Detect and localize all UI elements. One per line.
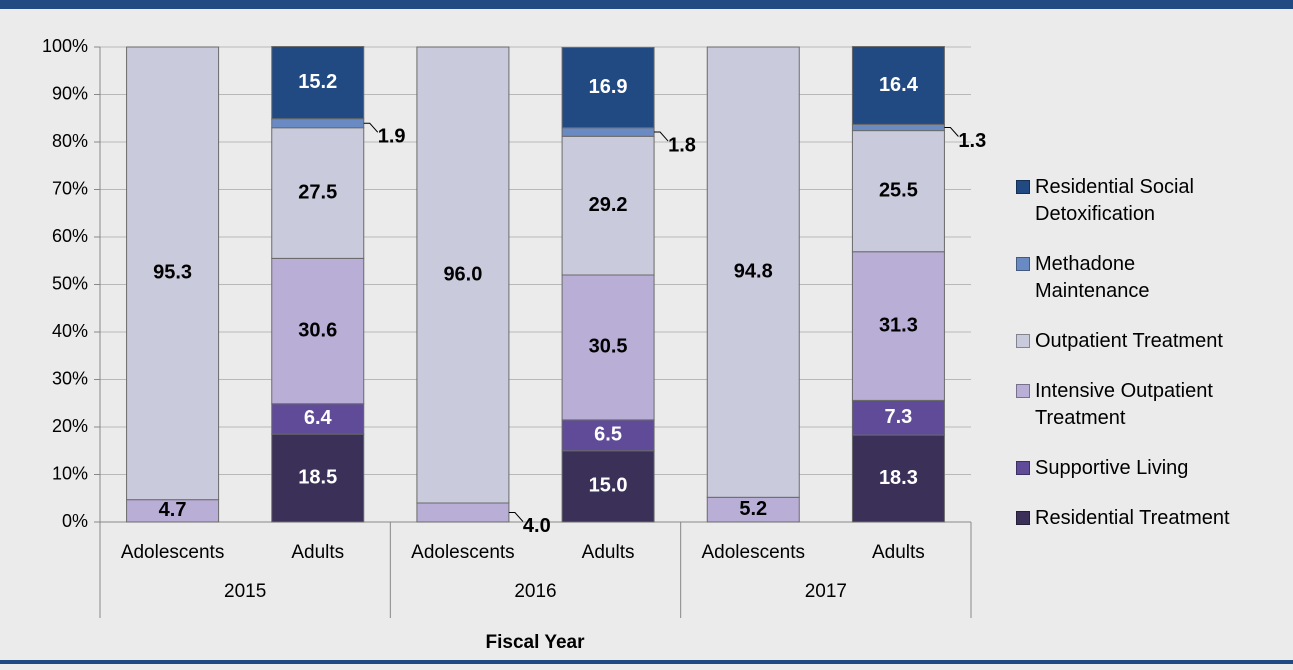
data-label: 30.6 (298, 319, 337, 341)
leader-line (944, 127, 959, 137)
y-tick-label: 10% (52, 463, 88, 483)
leader-line (363, 122, 379, 133)
data-label: 95.3 (153, 262, 192, 284)
legend-swatch (1016, 334, 1030, 348)
group-label: 2015 (224, 581, 266, 602)
bar-segment (126, 46, 220, 501)
x-tick-label: Adolescents (411, 542, 515, 563)
top-band (0, 0, 1293, 9)
bar-segment (706, 46, 800, 498)
x-tick-label: Adolescents (701, 542, 805, 563)
data-label: 16.9 (589, 76, 628, 98)
legend-entry: Residential Treatment (1016, 505, 1240, 532)
data-label: 1.3 (958, 130, 986, 152)
y-tick-label: 20% (52, 416, 88, 436)
y-tick-label: 70% (52, 178, 88, 198)
y-tick-label: 90% (52, 83, 88, 103)
legend-label: Outpatient Treatment (1035, 330, 1223, 352)
legend-swatch (1016, 384, 1030, 398)
legend-entry: Intensive Outpatient Treatment (1016, 378, 1240, 432)
legend-label: Residential Social Detoxification (1035, 176, 1194, 225)
bar-segment (561, 274, 655, 421)
bar-segment (851, 46, 945, 125)
group-label: 2017 (805, 581, 847, 602)
legend-label: Residential Treatment (1035, 507, 1230, 529)
bar-segment (271, 118, 365, 129)
data-label: 29.2 (589, 194, 628, 216)
bar-segment (561, 419, 655, 452)
group-label: 2016 (514, 581, 556, 602)
legend-swatch (1016, 511, 1030, 525)
bar-segment (851, 123, 945, 132)
data-label: 25.5 (879, 179, 918, 201)
data-label: 7.3 (885, 406, 913, 428)
legend-entry: Methadone Maintenance (1016, 251, 1240, 305)
legend-label: Supportive Living (1035, 457, 1189, 479)
bar-segment (271, 46, 365, 120)
data-label: 96.0 (443, 263, 482, 285)
bar-segment (706, 496, 800, 523)
bar-segment (851, 251, 945, 401)
data-label: 6.4 (304, 407, 333, 429)
data-label: 18.3 (879, 467, 918, 489)
bar-segment (561, 450, 655, 523)
x-tick-label: Adults (872, 542, 925, 563)
y-tick-label: 0% (62, 511, 88, 531)
bar-segment (561, 127, 655, 137)
data-label: 1.9 (378, 126, 406, 148)
data-label: 6.5 (594, 424, 622, 446)
legend-swatch (1016, 461, 1030, 475)
y-tick-label: 80% (52, 131, 88, 151)
data-label: 15.0 (589, 475, 628, 497)
leader-line (508, 512, 524, 522)
data-label: 27.5 (298, 181, 337, 203)
data-label: 31.3 (879, 314, 918, 336)
bar-segment (416, 46, 510, 504)
y-tick-label: 40% (52, 321, 88, 341)
legend-label: Intensive Outpatient Treatment (1035, 380, 1213, 429)
x-tick-label: Adolescents (121, 542, 225, 563)
bar-segment (271, 127, 365, 259)
legend-swatch (1016, 180, 1030, 194)
bar-segment (271, 403, 365, 435)
data-label: 4.7 (159, 499, 187, 521)
data-label: 15.2 (298, 71, 337, 93)
y-tick-label: 60% (52, 226, 88, 246)
legend-entry: Supportive Living (1016, 455, 1240, 482)
bar-segment (561, 46, 655, 129)
data-label: 30.5 (589, 336, 628, 358)
legend-entry: Residential Social Detoxification (1016, 174, 1240, 228)
x-tick-label: Adults (582, 542, 635, 563)
data-label: 94.8 (734, 260, 773, 282)
legend-entry: Outpatient Treatment (1016, 328, 1240, 355)
x-tick-label: Adults (291, 542, 344, 563)
x-axis-label: Fiscal Year (486, 632, 586, 653)
bottom-band (0, 660, 1293, 664)
y-tick-label: 50% (52, 273, 88, 293)
data-label: 5.2 (739, 498, 767, 520)
data-label: 1.8 (668, 134, 696, 156)
bar-segment (271, 433, 365, 523)
data-label: 4.0 (523, 515, 551, 537)
data-label: 18.5 (298, 466, 337, 488)
legend: Residential Treatment Supportive Living In… (1016, 174, 1240, 532)
y-tick-label: 100% (42, 36, 88, 56)
legend-swatch (1016, 257, 1030, 271)
y-tick-label: 30% (52, 368, 88, 388)
leader-line (654, 131, 669, 142)
bar-segment (851, 434, 945, 523)
data-label: 16.4 (879, 74, 919, 96)
legend-label: Methadone Maintenance (1035, 253, 1150, 302)
bar-segment (271, 257, 365, 405)
bar-segment (416, 502, 510, 523)
